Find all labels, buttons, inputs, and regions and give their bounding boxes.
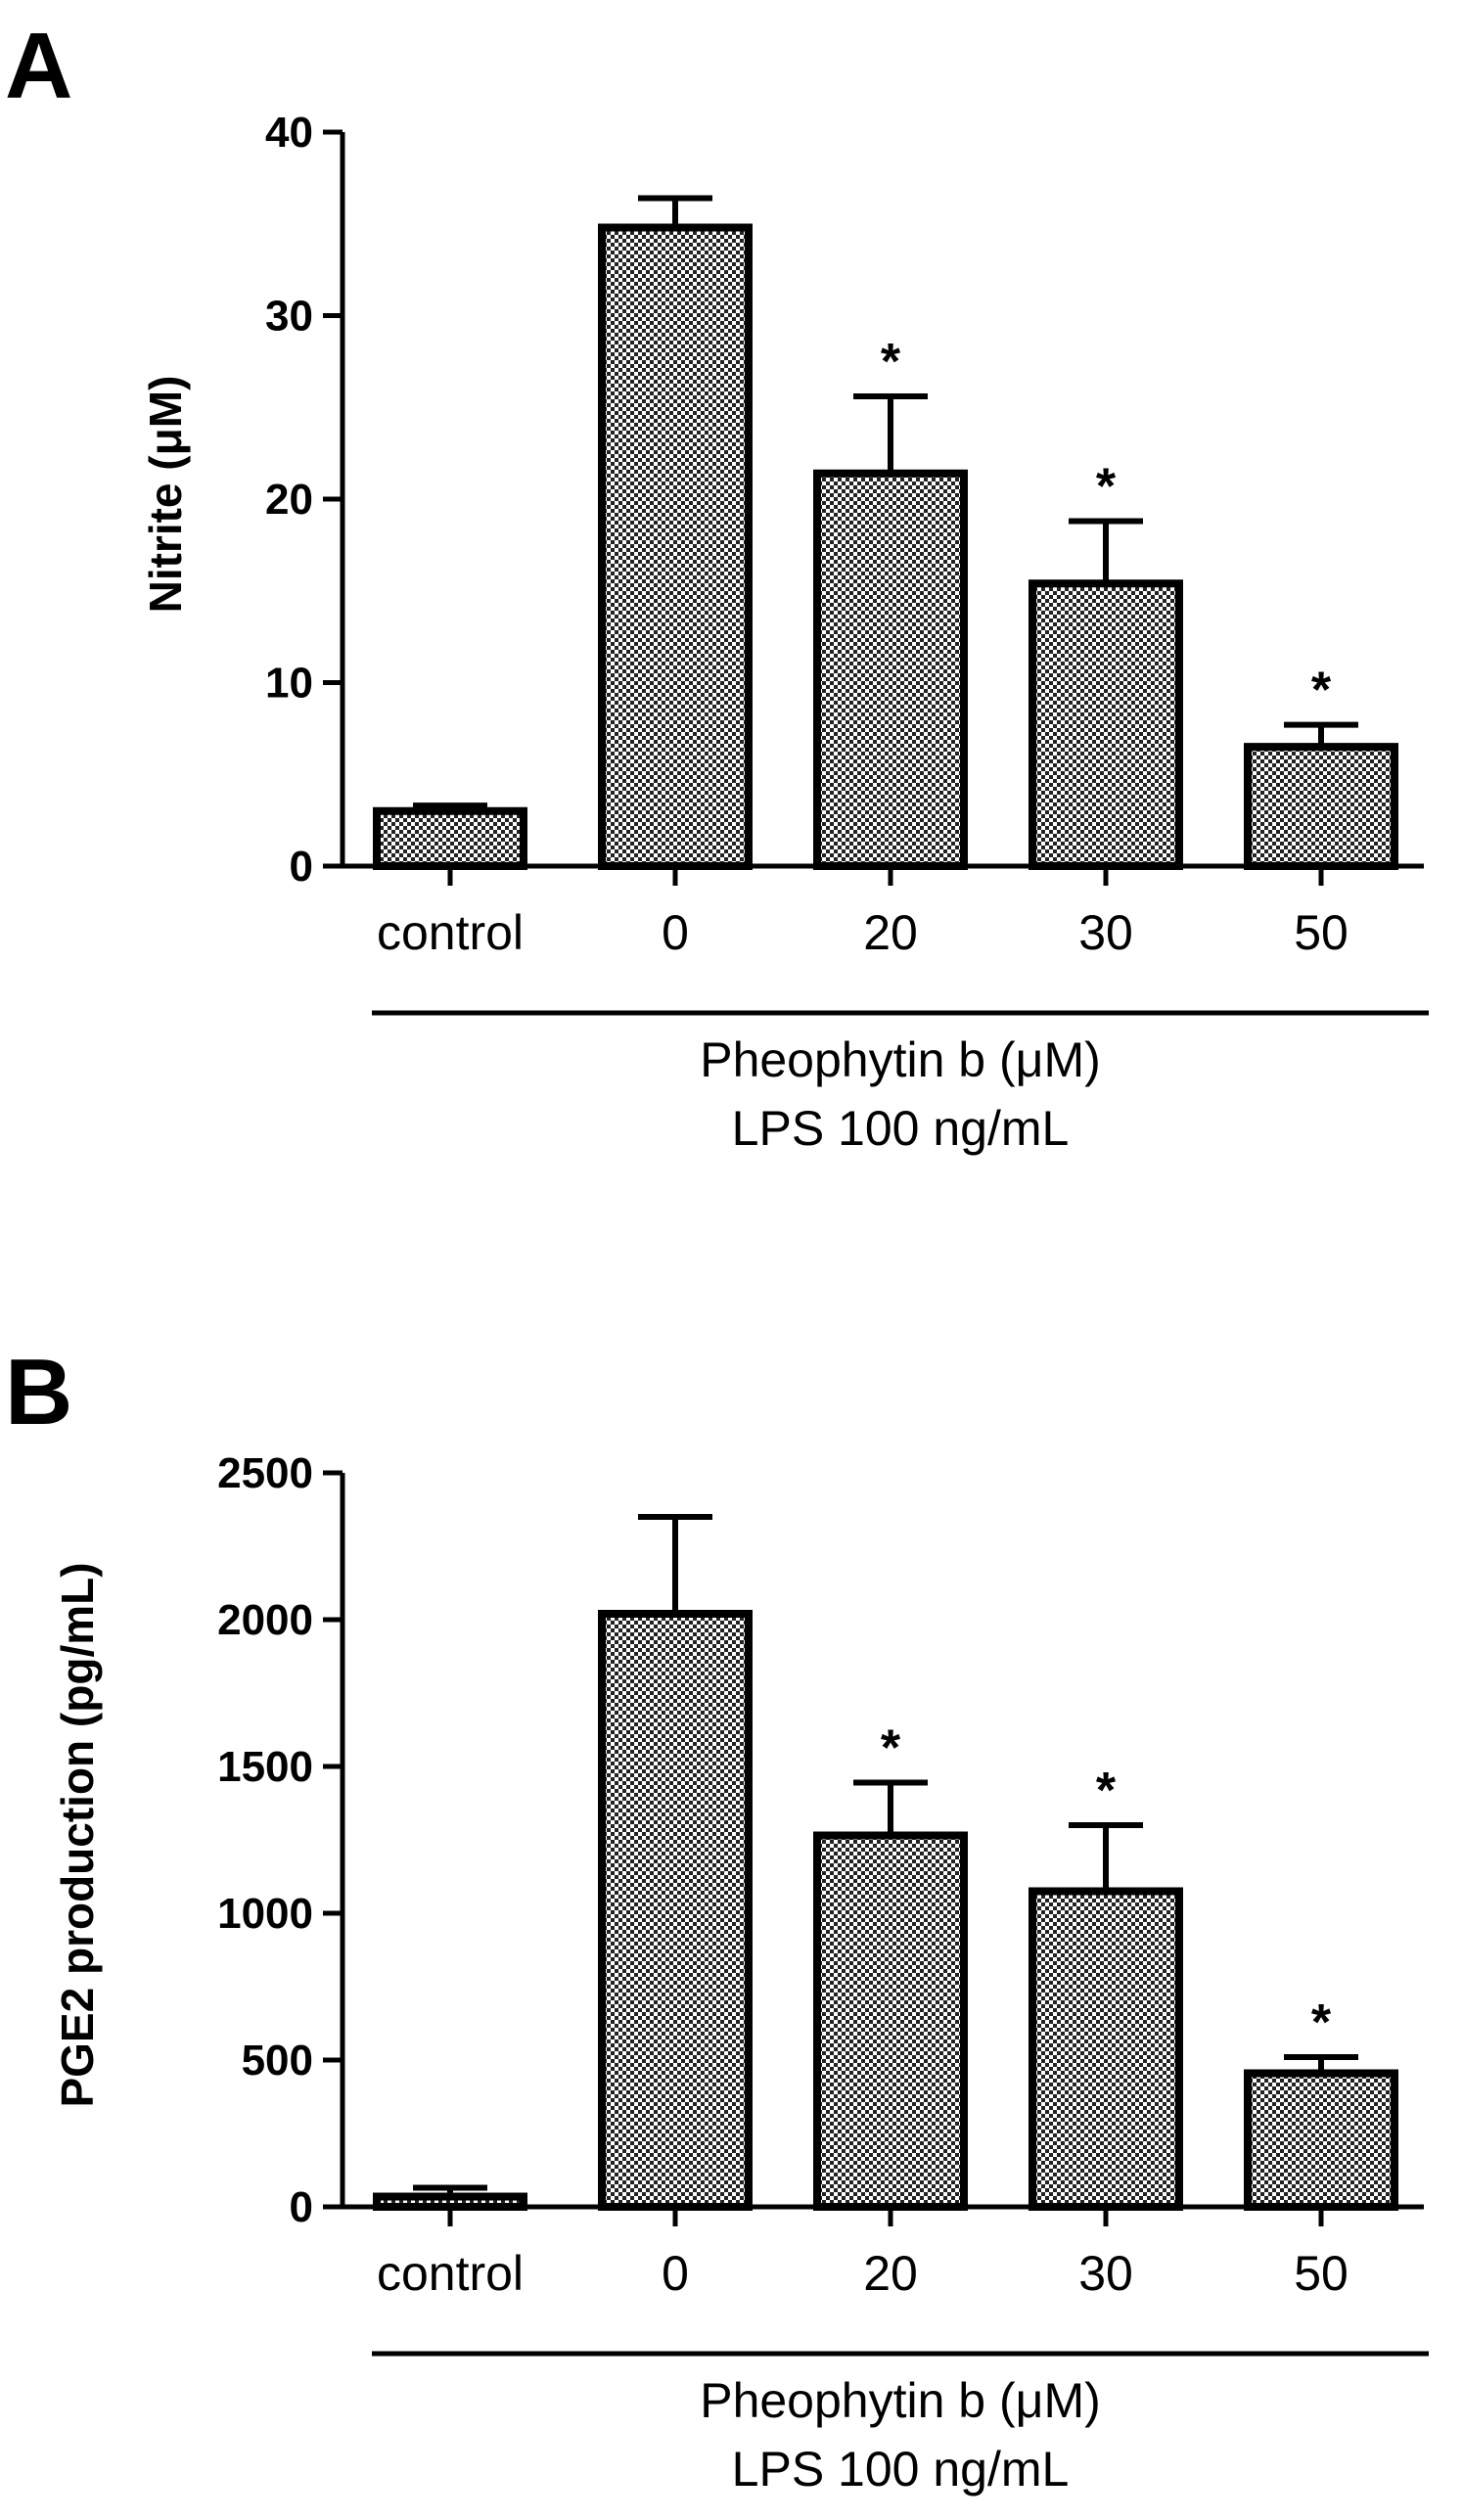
category-label: 0: [662, 2246, 689, 2301]
significance-star: *: [1311, 663, 1332, 719]
bar: [598, 223, 753, 870]
panel-label-a: A: [5, 14, 72, 118]
y-tick-label: 0: [290, 843, 313, 891]
bar: [1244, 743, 1398, 870]
group-label-2-b: LPS 100 ng/mL: [732, 2442, 1070, 2497]
error-bars-panel-b: [413, 1514, 1358, 2197]
significance-star: *: [1096, 459, 1117, 516]
y-axis-label-a: Nitrite (μM): [140, 376, 191, 614]
group-label-1-a: Pheophytin b (μM): [700, 1032, 1101, 1087]
category-label: 20: [863, 2246, 918, 2301]
chart-panel-b: B 0 500 1000 1500 2000 2500 * * * control 0 20 30 5…: [5, 1340, 1429, 2497]
group-label-1-b: Pheophytin b (μM): [700, 2373, 1101, 2428]
category-label: control: [377, 2246, 524, 2301]
y-tick-label: 40: [265, 109, 313, 157]
bar: [1244, 2069, 1398, 2211]
category-label: 50: [1294, 2246, 1349, 2301]
y-tick-label: 10: [265, 660, 313, 708]
y-tick-label: 0: [290, 2183, 313, 2231]
category-labels-panel-a: control 0 20 30 50: [377, 905, 1349, 960]
y-tick-label: 1500: [217, 1743, 313, 1791]
y-tick-label: 2500: [217, 1449, 313, 1497]
y-tick-label: 20: [265, 476, 313, 524]
significance-star: *: [1096, 1763, 1117, 1819]
category-label: 20: [863, 905, 918, 960]
significance-star: *: [881, 334, 901, 390]
significance-marks-panel-b: * * *: [881, 1720, 1332, 2052]
category-label: 30: [1078, 905, 1133, 960]
group-label-2-a: LPS 100 ng/mL: [732, 1101, 1070, 1156]
y-tick-label: 30: [265, 293, 313, 341]
y-tick-label: 2000: [217, 1596, 313, 1644]
bar: [373, 2192, 527, 2211]
category-labels-panel-b: control 0 20 30 50: [377, 2246, 1349, 2301]
bars-panel-b: [373, 1610, 1398, 2211]
bar: [598, 1610, 753, 2211]
bars-panel-a: [373, 223, 1398, 870]
y-tick-label: 1000: [217, 1890, 313, 1938]
significance-star: *: [881, 1720, 901, 1777]
category-label: control: [377, 905, 524, 960]
y-tick-label: 500: [242, 2037, 313, 2085]
category-label: 50: [1294, 905, 1349, 960]
bar: [813, 1831, 968, 2211]
category-label: 30: [1078, 2246, 1133, 2301]
bar: [1029, 1887, 1183, 2211]
category-label: 0: [662, 905, 689, 960]
significance-star: *: [1311, 1994, 1332, 2051]
significance-marks-panel-a: * * *: [881, 334, 1332, 719]
bar: [373, 806, 527, 870]
bar: [1029, 579, 1183, 870]
chart-panel-a: A 0 10 20 30 40 * * * control 0 20 30 50 Nitrite (…: [5, 14, 1429, 1156]
panel-label-b: B: [5, 1340, 72, 1444]
bar: [813, 469, 968, 870]
y-axis-label-b: PGE2 production (pg/mL): [52, 1562, 103, 2107]
error-bars-panel-a: [413, 195, 1358, 811]
